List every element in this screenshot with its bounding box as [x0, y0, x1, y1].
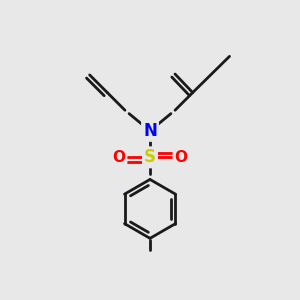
Text: N: N — [143, 122, 157, 140]
Text: O: O — [174, 150, 188, 165]
Text: S: S — [144, 148, 156, 166]
Text: O: O — [112, 150, 126, 165]
